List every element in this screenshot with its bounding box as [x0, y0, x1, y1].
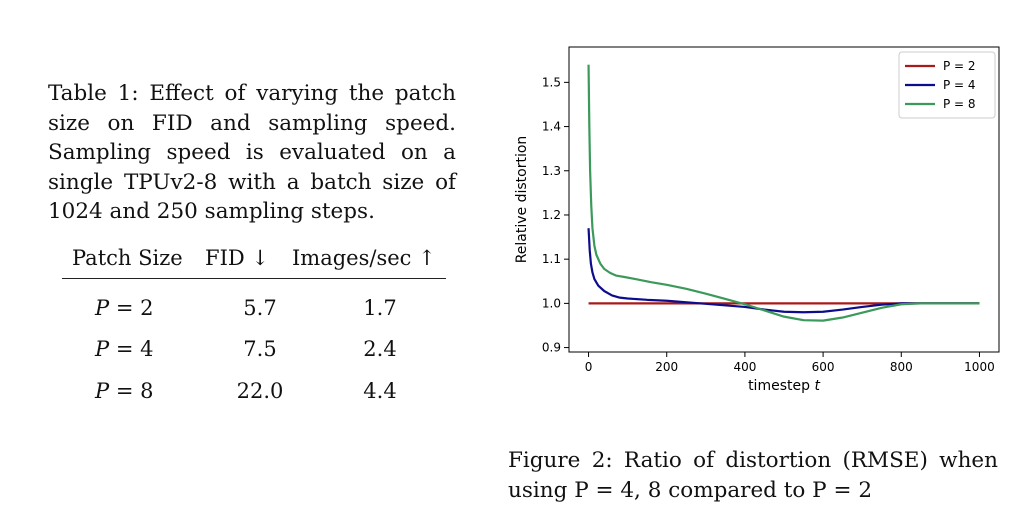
table-row: P = 8 [95, 379, 154, 403]
table-row: P = 4 [95, 337, 154, 361]
legend-box [898, 51, 996, 119]
legend-label: P = 8 [943, 97, 976, 111]
y-axis-label: Relative distortion [514, 136, 530, 264]
table-caption: Table 1: Effect of varying the patch siz… [48, 81, 456, 224]
y-tick-label: 1.0 [542, 296, 561, 310]
distortion-chart: 0 200 400 600 800 1000 0.9 1.0 1.1 1.2 1.3 1.4 1.5 P… [514, 46, 1000, 394]
plot-frame [568, 46, 1000, 353]
y-tick-label: 1.4 [542, 120, 561, 134]
legend: P = 2 P = 4 P = 8 [898, 51, 996, 119]
speed-value: 1.7 [363, 296, 397, 320]
y-tick-label: 1.2 [542, 208, 561, 222]
series-line-p4 [587, 228, 980, 314]
y-tick-label: 0.9 [542, 341, 561, 355]
speed-value: 2.4 [363, 337, 397, 361]
x-tick-label: 400 [733, 360, 756, 374]
y-tick-label: 1.5 [542, 75, 561, 89]
speed-value: 4.4 [363, 379, 397, 403]
x-tick-label: 800 [890, 360, 913, 374]
header-images-per-sec: Images/sec ↑ [292, 246, 436, 270]
x-tick-label: 200 [655, 360, 678, 374]
legend-label: P = 4 [943, 78, 976, 92]
legend-label: P = 2 [943, 59, 976, 73]
y-tick-label: 1.3 [542, 164, 561, 178]
table-header-row: Patch Size FID ↓ Images/sec ↑ [62, 240, 446, 279]
fid-value: 5.7 [243, 296, 277, 320]
x-tick-label: 1000 [964, 360, 995, 374]
figure-caption: Figure 2: Ratio of distortion (RMSE) whe… [508, 448, 998, 503]
fid-value: 22.0 [236, 379, 284, 403]
series-line-p8 [587, 64, 980, 322]
x-tick-label: 600 [812, 360, 835, 374]
y-tick-label: 1.1 [542, 252, 561, 266]
header-fid: FID ↓ [205, 246, 269, 270]
table-row: P = 2 [95, 296, 154, 320]
x-tick-label: 0 [585, 360, 593, 374]
header-patch-size: Patch Size [72, 246, 183, 270]
fid-value: 7.5 [243, 337, 277, 361]
x-axis-label: timestep t [748, 378, 820, 394]
